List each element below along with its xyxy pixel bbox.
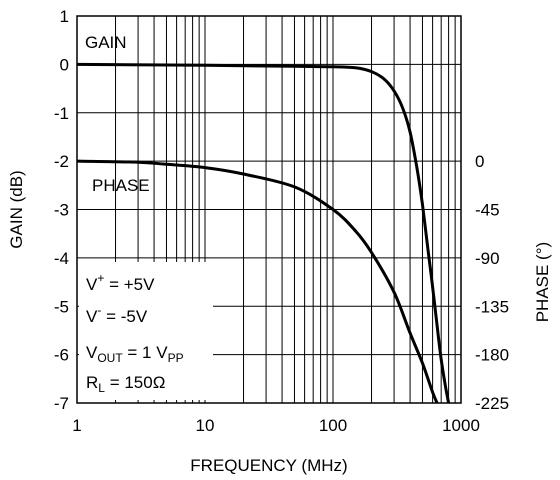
left-y-tick-label: -7 — [54, 394, 69, 413]
left-y-tick-label: -3 — [54, 201, 69, 220]
right-y-axis-title: PHASE (°) — [533, 242, 552, 322]
x-tick-label: 100 — [319, 416, 347, 435]
left-y-tick-label: 0 — [60, 55, 69, 74]
left-y-tick-label: -5 — [54, 297, 69, 316]
tick-labels: 1 10 100 100010-1-2-3-4-5-6-70-45-90-135-18… — [54, 7, 509, 435]
x-tick-label: 1 — [72, 416, 81, 435]
test-conditions: V+ = +5V V- = -5V VOUT = 1 VPP RL = 150Ω — [79, 262, 213, 400]
condition-rl: RL = 150Ω — [86, 373, 165, 395]
right-y-tick-label: -225 — [475, 394, 509, 413]
gain-curve — [76, 62, 451, 404]
condition-vminus: V- = -5V — [86, 303, 148, 326]
phase-curve — [76, 159, 439, 404]
plot-frame — [76, 15, 462, 404]
x-tick-label: 1000 — [442, 416, 480, 435]
left-y-tick-label: -6 — [54, 346, 69, 365]
right-y-tick-label: 0 — [475, 152, 484, 171]
x-axis-title: FREQUENCY (MHz) — [190, 456, 347, 475]
phase-series-label: PHASE — [92, 176, 150, 195]
left-y-axis-title: GAIN (dB) — [7, 170, 26, 248]
left-y-tick-label: -4 — [54, 249, 69, 268]
right-y-tick-label: -135 — [475, 297, 509, 316]
right-y-tick-label: -45 — [475, 201, 500, 220]
curves — [76, 62, 451, 404]
x-tick-label: 10 — [196, 416, 215, 435]
conditions-background — [79, 262, 213, 400]
right-y-tick-label: -180 — [475, 346, 509, 365]
right-y-tick-label: -90 — [475, 249, 500, 268]
left-y-tick-label: -1 — [54, 104, 69, 123]
condition-vplus: V+ = +5V — [86, 271, 155, 294]
left-y-tick-label: 1 — [60, 7, 69, 26]
gain-series-label: GAIN — [85, 33, 127, 52]
condition-vout: VOUT = 1 VPP — [86, 343, 184, 365]
left-y-tick-label: -2 — [54, 152, 69, 171]
